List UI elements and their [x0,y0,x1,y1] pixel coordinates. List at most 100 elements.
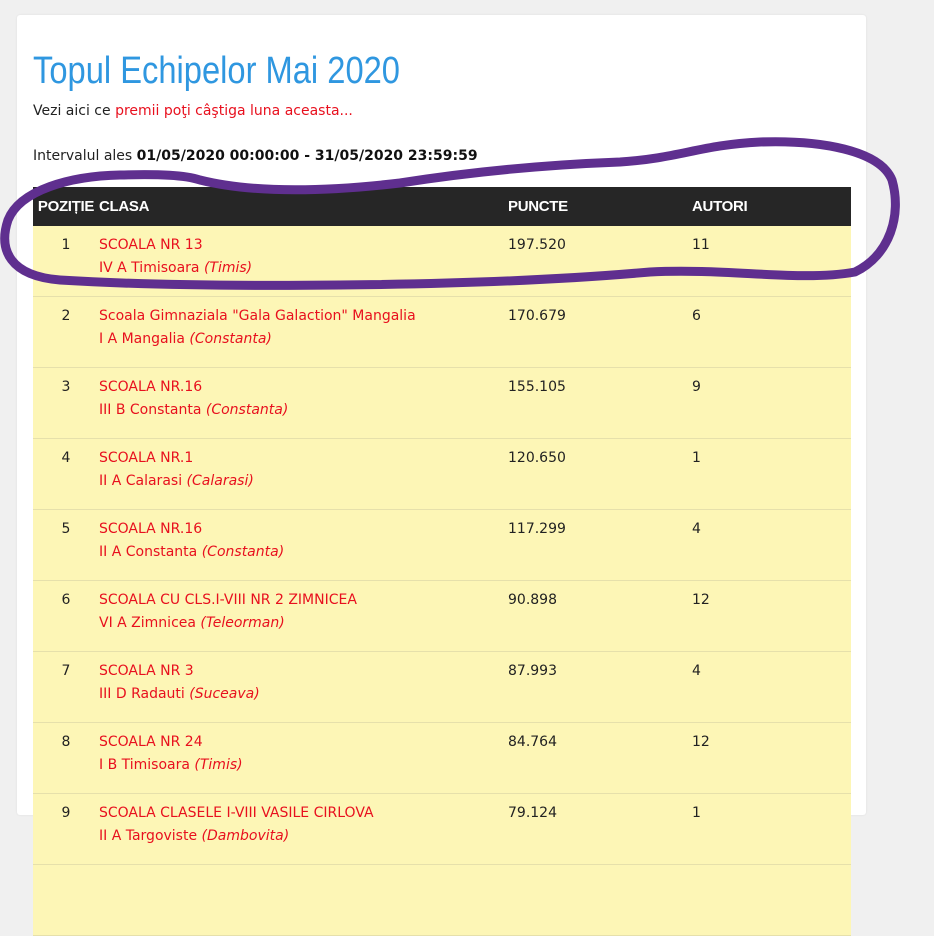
school-link[interactable]: SCOALA NR 24 [99,734,203,750]
county-name: (Constanta) [201,544,285,560]
school-link[interactable]: SCOALA NR 3 [99,663,194,679]
class-label: I B Timisoara [99,757,190,773]
school-link[interactable]: SCOALA NR 13 [99,237,203,253]
class-label: II A Targoviste [99,828,198,844]
class-label: III D Radauti [99,686,185,702]
table-header-row: POZIȚIE CLASA PUNCTE AUTORI [33,187,851,226]
class-label: IV A Timisoara [99,260,200,276]
county-name: (Calarasi) [186,473,254,489]
school-link[interactable]: Scoala Gimnaziala "Gala Galaction" Manga… [99,308,416,324]
row-position: 8 [33,722,99,794]
table-row: 1 SCOALA NR 13 IV A Timisoara (Timis) 197… [33,226,851,297]
leaderboard-table: POZIȚIE CLASA PUNCTE AUTORI 1 SCOALA NR … [33,187,851,936]
county-name: (Suceava) [189,686,260,702]
class-name: III B Constanta (Constanta) [99,399,508,422]
county-name: (Dambovita) [201,828,290,844]
class-name: II A Constanta (Constanta) [99,541,508,564]
table-row: 7 SCOALA NR 3 III D Radauti (Suceava) 87.… [33,651,851,723]
row-position: 4 [33,438,99,510]
row-position: 7 [33,651,99,723]
row-position: 9 [33,793,99,865]
row-class-cell: SCOALA NR.16 III B Constanta (Constanta) [99,367,508,439]
interval-value: 01/05/2020 00:00:00 - 31/05/2020 23:59:5… [136,148,478,164]
row-authors: 4 [692,651,851,723]
class-name: IV A Timisoara (Timis) [99,257,508,280]
content-card: Topul Echipelor Mai 2020 Vezi aici ce pr… [17,15,866,936]
row-position: 3 [33,367,99,439]
row-authors: 11 [692,226,851,297]
row-class-cell: SCOALA NR.16 II A Constanta (Constanta) [99,509,508,581]
class-label: II A Constanta [99,544,198,560]
county-name: (Constanta) [189,331,272,347]
row-authors: 12 [692,722,851,794]
row-points: 170.679 [508,296,692,368]
school-link[interactable]: SCOALA NR.16 [99,521,203,537]
row-points: 87.993 [508,651,692,723]
class-label: VI A Zimnicea [99,615,196,631]
header-authors: AUTORI [692,187,851,226]
table-row: 6 SCOALA CU CLS.I-VIII NR 2 ZIMNICEA VI A… [33,580,851,652]
table-row: 4 SCOALA NR.1 II A Calarasi (Calarasi) 12… [33,438,851,510]
row-position: 6 [33,580,99,652]
prize-line: Vezi aici ce premii poţi câştiga luna ac… [33,101,353,121]
row-class-cell: SCOALA CU CLS.I-VIII NR 2 ZIMNICEA VI A Z… [99,580,508,652]
row-position: 5 [33,509,99,581]
class-name: I A Mangalia (Constanta) [99,328,508,351]
row-position: 1 [33,226,99,297]
interval-label: Intervalul ales [33,148,137,164]
row-points [508,864,692,936]
row-position [33,864,99,936]
school-link[interactable]: SCOALA NR.1 [99,450,194,466]
county-name: (Timis) [194,757,243,773]
row-points: 79.124 [508,793,692,865]
row-authors: 6 [692,296,851,368]
row-class-cell: SCOALA NR.1 II A Calarasi (Calarasi) [99,438,508,510]
table-row: 3 SCOALA NR.16 III B Constanta (Constanta… [33,367,851,439]
table-row: 5 SCOALA NR.16 II A Constanta (Constanta)… [33,509,851,581]
row-class-cell: SCOALA CLASELE I-VIII VASILE CIRLOVA II A… [99,793,508,865]
row-class-cell [99,864,508,936]
class-label: I A Mangalia [99,331,185,347]
row-position: 2 [33,296,99,368]
row-authors: 12 [692,580,851,652]
row-points: 117.299 [508,509,692,581]
header-position: POZIȚIE [33,187,99,226]
county-name: (Timis) [203,260,253,276]
row-class-cell: SCOALA NR 24 I B Timisoara (Timis) [99,722,508,794]
prizes-link[interactable]: premii poţi câştiga luna aceasta... [115,103,353,119]
row-class-cell: SCOALA NR 3 III D Radauti (Suceava) [99,651,508,723]
row-authors: 1 [692,438,851,510]
table-row: 9 SCOALA CLASELE I-VIII VASILE CIRLOVA II… [33,793,851,865]
school-link[interactable]: SCOALA CU CLS.I-VIII NR 2 ZIMNICEA [99,592,357,608]
class-label: II A Calarasi [99,473,183,489]
school-link[interactable]: SCOALA NR.16 [99,379,203,395]
table-row [33,864,851,936]
header-points: PUNCTE [508,187,692,226]
class-name: I B Timisoara (Timis) [99,754,508,777]
header-class: CLASA [99,187,508,226]
class-name: III D Radauti (Suceava) [99,683,508,706]
class-name: II A Calarasi (Calarasi) [99,470,508,493]
row-points: 197.520 [508,226,692,297]
row-points: 90.898 [508,580,692,652]
county-name: (Teleorman) [200,615,285,631]
row-points: 120.650 [508,438,692,510]
school-link[interactable]: SCOALA CLASELE I-VIII VASILE CIRLOVA [99,805,374,821]
table-row: 2 Scoala Gimnaziala "Gala Galaction" Man… [33,296,851,368]
page-title: Topul Echipelor Mai 2020 [33,50,400,92]
row-authors: 9 [692,367,851,439]
class-name: II A Targoviste (Dambovita) [99,825,508,848]
row-points: 155.105 [508,367,692,439]
prize-prefix: Vezi aici ce [33,103,116,119]
row-class-cell: SCOALA NR 13 IV A Timisoara (Timis) [99,226,508,297]
row-authors [692,864,851,936]
class-name: VI A Zimnicea (Teleorman) [99,612,508,635]
class-label: III B Constanta [99,402,202,418]
row-points: 84.764 [508,722,692,794]
table-row: 8 SCOALA NR 24 I B Timisoara (Timis) 84.7… [33,722,851,794]
interval-line: Intervalul ales 01/05/2020 00:00:00 - 31… [33,146,478,166]
row-class-cell: Scoala Gimnaziala "Gala Galaction" Manga… [99,296,508,368]
row-authors: 4 [692,509,851,581]
row-authors: 1 [692,793,851,865]
county-name: (Constanta) [205,402,289,418]
